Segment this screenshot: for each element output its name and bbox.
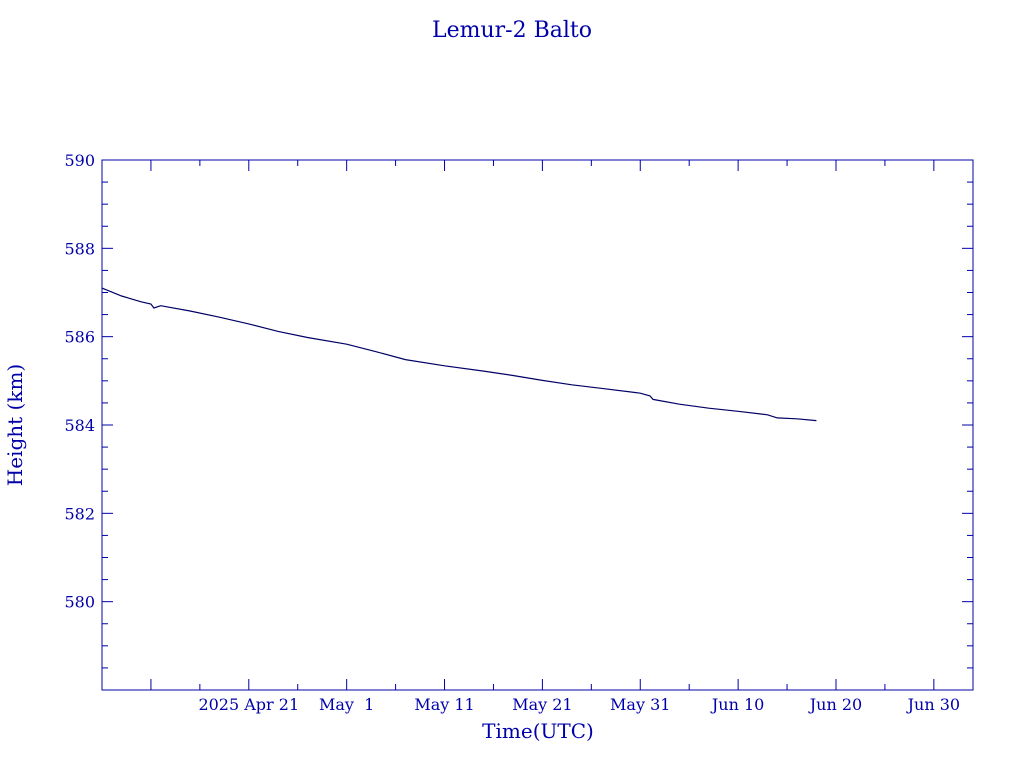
y-tick-label: 590 [64,151,95,170]
x-tick-label: May 1 [319,695,374,714]
plot-frame [101,159,974,691]
y-tick-labels: 580 582 584 586 588 590 [64,151,95,612]
height-series-line [101,287,817,422]
x-tick-labels: 2025 Apr 21 May 1 May 11 May 21 May 31 Jun 10… [198,695,960,714]
x-tick-label: 2025 Apr 21 [198,695,299,714]
x-axis-label: Time(UTC) [482,719,594,743]
chart-title: Lemur-2 Balto [432,18,592,43]
x-tick-label: May 21 [512,695,572,714]
x-tick-label: May 31 [610,695,670,714]
axis-ticks [102,159,973,691]
y-tick-label: 588 [64,239,95,258]
y-tick-label: 582 [64,504,95,523]
y-tick-label: 580 [64,593,95,612]
x-tick-label: Jun 20 [808,695,862,714]
y-tick-label: 584 [64,416,95,435]
x-tick-label: May 11 [414,695,474,714]
y-axis-label: Height (km) [3,364,27,486]
x-tick-label: Jun 30 [906,695,960,714]
x-tick-label: Jun 10 [710,695,764,714]
y-tick-label: 586 [64,328,95,347]
